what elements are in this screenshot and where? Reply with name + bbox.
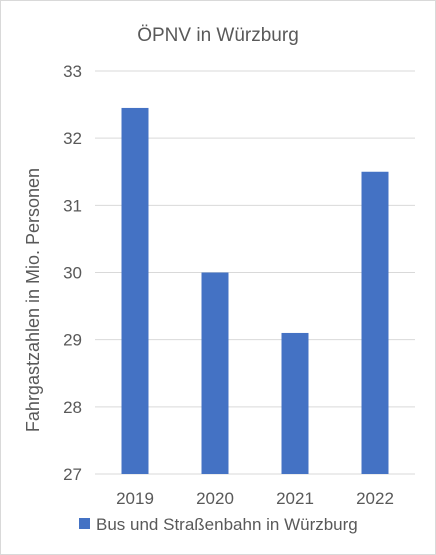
y-tick-label: 27 [63, 465, 82, 484]
bar-2022 [361, 171, 389, 474]
chart-title: ÖPNV in Würzburg [137, 25, 299, 46]
y-tick-label: 31 [63, 196, 82, 215]
y-tick-label: 30 [63, 264, 82, 283]
legend: Bus und Straßenbahn in Würzburg [79, 515, 358, 534]
bar-2020 [201, 272, 229, 474]
y-axis-label: Fahrgastzahlen in Mio. Personen [23, 168, 43, 432]
bar-2019 [121, 107, 149, 475]
x-axis-ticks: 2019 2020 2021 2022 [116, 489, 394, 508]
y-tick-label: 33 [63, 62, 82, 81]
y-axis-ticks: 27 28 29 30 31 32 33 [63, 62, 82, 484]
bar-2021 [281, 332, 309, 474]
x-tick-label: 2022 [356, 489, 394, 508]
legend-swatch [79, 518, 90, 529]
y-tick-label: 28 [63, 398, 82, 417]
y-tick-label: 29 [63, 331, 82, 350]
x-tick-label: 2020 [196, 489, 234, 508]
y-tick-label: 32 [63, 129, 82, 148]
legend-label: Bus und Straßenbahn in Würzburg [96, 515, 358, 534]
x-tick-label: 2019 [116, 489, 154, 508]
x-tick-label: 2021 [276, 489, 314, 508]
bars [121, 107, 389, 475]
